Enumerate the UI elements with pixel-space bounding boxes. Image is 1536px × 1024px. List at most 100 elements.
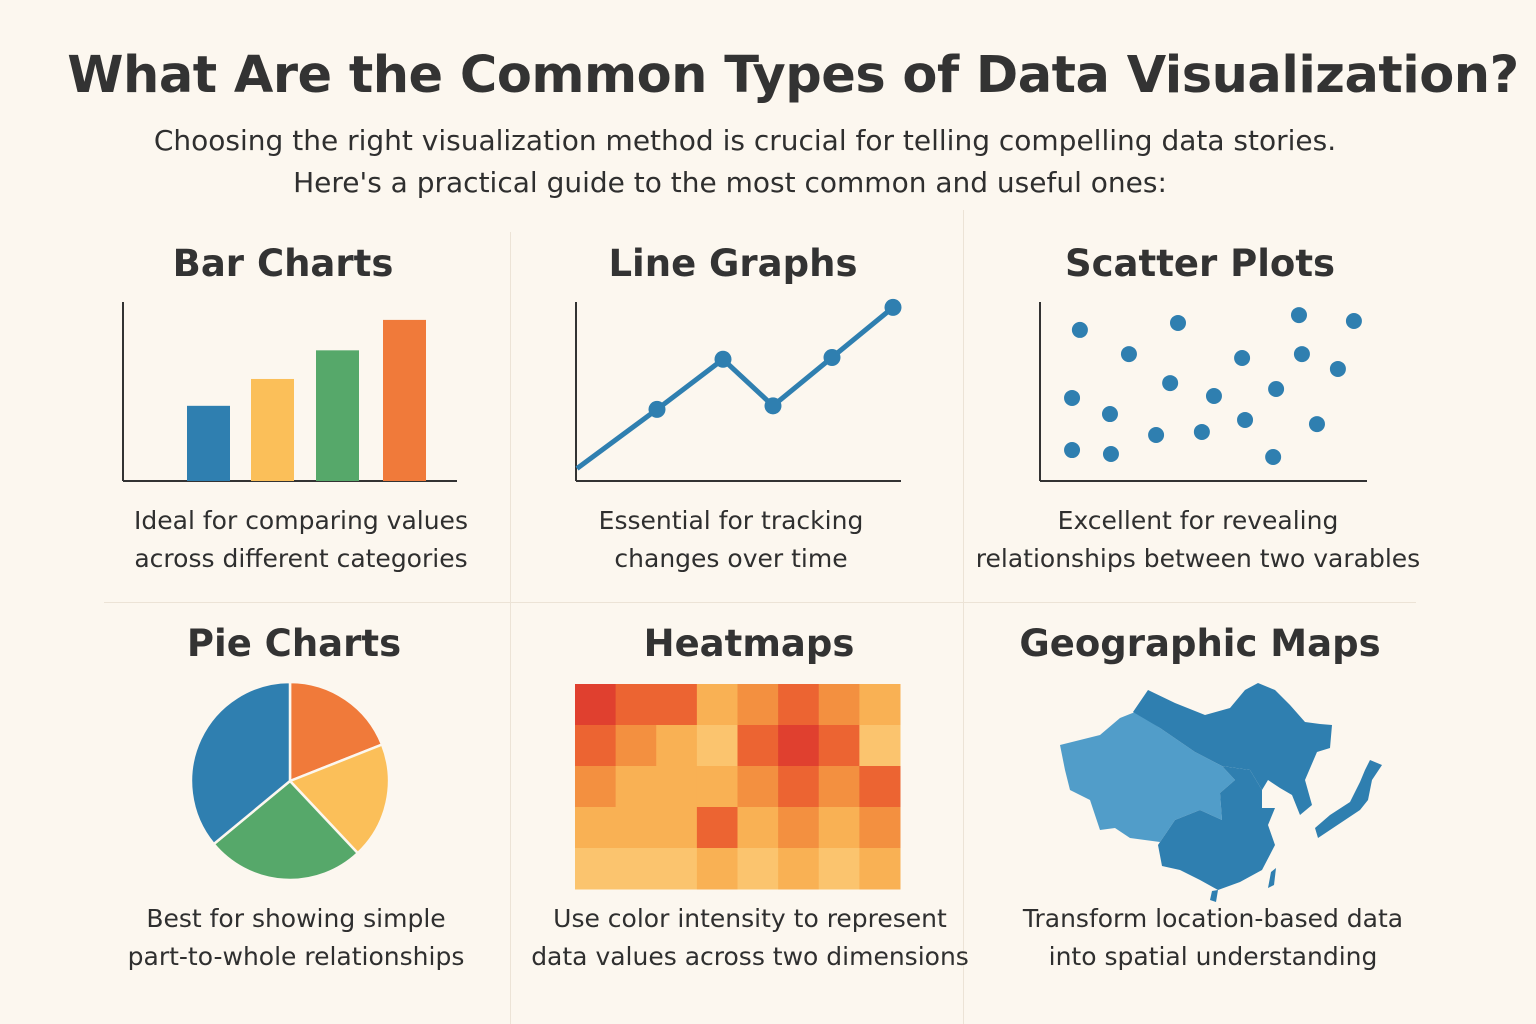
heatmap-cell-5-2 <box>615 848 657 890</box>
line-point-3 <box>714 350 732 368</box>
bar-4 <box>383 319 426 481</box>
scatter-point-10 <box>1064 389 1081 406</box>
geographic-map <box>1060 683 1382 902</box>
scatter-point-4 <box>1345 312 1362 329</box>
heatmap-cell-1-7 <box>818 684 860 726</box>
desc-line: Excellent for revealing <box>1057 506 1339 535</box>
heatmap-cell-3-8 <box>859 766 901 808</box>
panel-desc-heatmaps: Use color intensity to represent data val… <box>520 900 980 976</box>
line-point-6 <box>884 298 902 316</box>
heatmap-cell-1-8 <box>859 684 901 726</box>
panel-title-scatter-plots: Scatter Plots <box>1064 242 1336 285</box>
heatmap-cell-1-6 <box>778 684 820 726</box>
heatmap-cell-4-2 <box>615 807 657 849</box>
desc-line: data values across two dimensions <box>531 942 969 971</box>
desc-line: part-to-whole relationships <box>127 942 465 971</box>
scatter-point-20 <box>1265 449 1282 466</box>
heatmap-cell-1-3 <box>656 684 698 726</box>
heatmap-cell-1-5 <box>737 684 779 726</box>
map-region-west <box>1060 712 1235 842</box>
map-japan <box>1315 760 1382 838</box>
scatter-point-14 <box>1237 411 1254 428</box>
heatmap-cell-2-2 <box>615 725 657 767</box>
panel-title-heatmaps: Heatmaps <box>643 622 855 665</box>
heatmap-cell-3-1 <box>575 766 617 808</box>
desc-line: Use color intensity to represent <box>553 904 947 933</box>
panel-desc-scatter-plots: Excellent for revealing relationships bet… <box>968 502 1428 578</box>
heatmap-cell-4-5 <box>737 807 779 849</box>
scatter-point-3 <box>1290 307 1307 324</box>
subtitle-line-1: Choosing the right visualization method … <box>153 124 1337 157</box>
pie-slice-4 <box>189 680 292 846</box>
scatter-point-8 <box>1329 360 1346 377</box>
scatter-point-17 <box>1193 423 1210 440</box>
line-point-5 <box>823 348 841 366</box>
heatmap-cell-3-7 <box>818 766 860 808</box>
scatter-point-18 <box>1064 442 1081 459</box>
pie-slice-2 <box>287 742 391 855</box>
heatmap-cell-1-4 <box>696 684 738 726</box>
page-title: What Are the Common Types of Data Visual… <box>67 46 1519 105</box>
heatmap-cell-3-4 <box>696 766 738 808</box>
scatter-point-15 <box>1308 416 1325 433</box>
desc-line: Essential for tracking <box>598 506 864 535</box>
subtitle-line-2: Here's a practical guide to the most com… <box>293 166 1167 199</box>
heatmap-cell-3-5 <box>737 766 779 808</box>
scatter-point-6 <box>1234 350 1251 367</box>
heatmap-cell-4-4 <box>696 807 738 849</box>
panel-desc-pie-charts: Best for showing simple part-to-whole rel… <box>66 900 526 976</box>
divider-vertical-1 <box>510 232 511 1024</box>
panel-title-bar-charts: Bar Charts <box>172 242 394 285</box>
heatmap-cell-4-3 <box>656 807 698 849</box>
panel-desc-line-graphs: Essential for tracking changes over time <box>501 502 961 578</box>
heatmap-cell-4-1 <box>575 807 617 849</box>
scatter-point-1 <box>1071 321 1088 338</box>
bar-3 <box>316 350 359 481</box>
heatmap-cell-5-1 <box>575 848 617 890</box>
divider-vertical-2 <box>963 210 964 1024</box>
panel-desc-bar-charts: Ideal for comparing values across differe… <box>71 502 531 578</box>
heatmap-cell-2-6 <box>778 725 820 767</box>
heatmap-cell-2-7 <box>818 725 860 767</box>
heatmap-cell-3-6 <box>778 766 820 808</box>
panel-title-geographic-maps: Geographic Maps <box>1019 622 1381 665</box>
heatmap-cell-3-2 <box>615 766 657 808</box>
desc-line: across different categories <box>134 544 468 573</box>
desc-line: Best for showing simple <box>146 904 446 933</box>
scatter-point-16 <box>1148 426 1165 443</box>
desc-line: into spatial understanding <box>1048 942 1378 971</box>
line-series <box>575 305 895 471</box>
pie-slice-3 <box>211 779 360 882</box>
heatmap-cell-5-7 <box>818 848 860 890</box>
scatter-point-5 <box>1120 346 1137 363</box>
heatmap-cell-5-4 <box>696 848 738 890</box>
scatter-point-19 <box>1102 445 1119 462</box>
heatmap-cell-5-3 <box>656 848 698 890</box>
heatmap-cell-5-8 <box>859 848 901 890</box>
divider-horizontal <box>104 602 1416 603</box>
map-taiwan <box>1268 868 1276 888</box>
panel-desc-geographic-maps: Transform location-based data into spatia… <box>983 900 1443 976</box>
heatmap-cell-2-4 <box>696 725 738 767</box>
scatter-point-12 <box>1268 380 1285 397</box>
scatter-point-9 <box>1162 375 1179 392</box>
bar-2 <box>251 378 294 481</box>
panel-title-pie-charts: Pie Charts <box>186 622 402 665</box>
bar-1 <box>187 405 230 481</box>
heatmap-cell-2-3 <box>656 725 698 767</box>
heatmap-cell-5-5 <box>737 848 779 890</box>
heatmap-cell-1-2 <box>615 684 657 726</box>
map-hainan <box>1210 890 1218 902</box>
heatmap-cell-2-5 <box>737 725 779 767</box>
scatter-point-2 <box>1169 314 1186 331</box>
heatmap-cell-2-8 <box>859 725 901 767</box>
map-region-north <box>1133 683 1332 815</box>
pie-slice-1 <box>288 680 384 783</box>
map-region-south <box>1158 766 1275 890</box>
heatmap-cell-4-7 <box>818 807 860 849</box>
heatmap-cell-3-3 <box>656 766 698 808</box>
scatter-point-7 <box>1293 346 1310 363</box>
heatmap-cell-2-1 <box>575 725 617 767</box>
desc-line: relationships between two varables <box>975 544 1421 573</box>
